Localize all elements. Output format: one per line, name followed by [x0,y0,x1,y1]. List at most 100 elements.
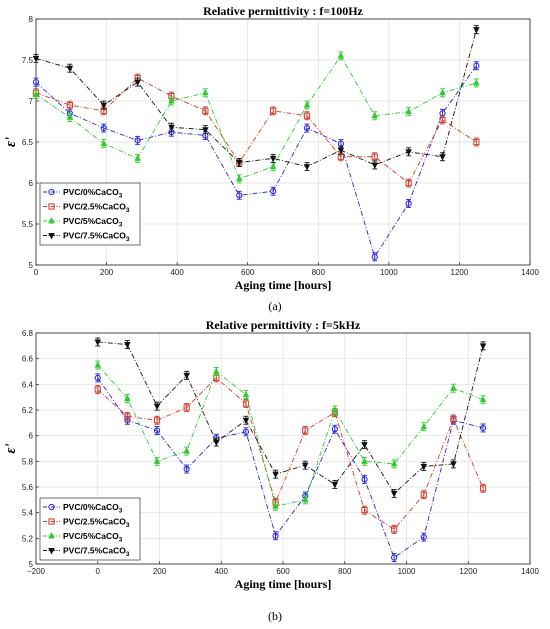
data-point [32,90,40,97]
data-point [168,97,175,104]
series-1 [94,373,487,563]
legend-marker [48,503,55,511]
data-point [66,102,73,109]
legend-marker [48,548,55,555]
data-point [124,413,131,420]
series-line [97,364,484,507]
data-point [202,107,209,114]
data-point [153,427,161,434]
data-point [361,457,368,464]
series-3 [94,360,487,511]
data-point [439,88,446,96]
data-point [420,463,428,471]
data-point [183,372,190,380]
data-point [153,457,161,464]
y-tick-label: 5.4 [22,509,34,518]
legend-marker [48,203,55,210]
data-point [479,343,487,350]
x-tick-label: 200 [100,268,114,277]
data-point [405,179,412,187]
y-tick-label: 5.8 [22,457,34,466]
data-point [420,422,428,430]
y-tick-label: 6.2 [22,406,34,415]
legend-label: PVC/7.5%CaCO3 [63,546,130,559]
legend-box [39,497,141,561]
x-tick-label: 600 [276,567,290,576]
data-point [272,502,279,509]
data-point [168,124,175,132]
x-tick-label: 1000 [380,268,398,277]
data-point [66,65,74,73]
x-tick-label: 0 [96,567,101,576]
data-point [473,78,480,86]
data-point [303,124,311,132]
series-line [97,341,484,495]
series-line [35,29,477,168]
data-point [420,533,427,541]
legend-label: PVC/0%CaCO3 [63,187,123,200]
data-point [337,51,345,59]
data-point [183,447,190,454]
data-point [405,149,412,156]
data-point [391,526,398,533]
data-point [473,62,480,69]
data-point [371,111,378,119]
legend-label: PVC/2.5%CaCO3 [63,202,130,215]
data-point [450,415,457,423]
data-point [303,164,311,171]
data-point [153,417,161,424]
data-point [213,367,220,375]
data-point [124,342,131,349]
data-point [269,162,277,170]
legend-box [39,182,141,246]
y-axis-label: ε' [3,137,19,147]
data-point [32,79,40,86]
data-point [236,192,243,199]
y-tick-label: 5.5 [22,220,34,229]
y-tick-label: 8 [29,15,34,24]
series-4 [94,337,487,498]
data-point [270,107,277,114]
y-tick-label: 5.2 [22,534,34,543]
y-tick-label: 6 [29,432,34,441]
data-point [405,107,412,115]
legend-label: PVC/7.5%CaCO3 [63,231,130,244]
data-point [390,459,398,467]
data-point [390,490,398,498]
data-point [94,374,101,382]
x-tick-label: 400 [170,268,184,277]
data-point [331,481,339,489]
data-point [100,124,107,132]
data-point [153,403,161,411]
series-3 [32,51,480,184]
x-tick-label: −200 [27,567,46,576]
data-point [331,426,338,433]
data-point [66,113,74,120]
x-tick-label: 0 [34,268,39,277]
data-point [213,439,220,447]
data-point [473,27,480,34]
data-point [303,112,311,119]
legend-label: PVC/5%CaCO3 [63,531,123,544]
x-tick-label: 600 [241,268,255,277]
data-point [371,153,378,160]
x-tick-label: 1200 [459,567,477,576]
panel-caption: (a) [268,299,281,313]
y-tick-label: 5.6 [22,483,34,492]
data-point [331,406,339,413]
data-point [202,127,209,134]
data-point [94,386,101,393]
x-axis-label: Aging time [hours] [235,577,332,591]
x-axis-label: Aging time [hours] [235,278,332,292]
data-point [124,394,131,401]
legend-marker [48,518,55,525]
y-tick-label: 6 [29,179,34,188]
data-point [302,427,309,434]
data-point [270,188,277,195]
data-point [479,485,487,492]
data-point [301,495,309,503]
data-point [473,138,480,146]
x-tick-label: 800 [312,268,326,277]
data-point [371,162,378,169]
